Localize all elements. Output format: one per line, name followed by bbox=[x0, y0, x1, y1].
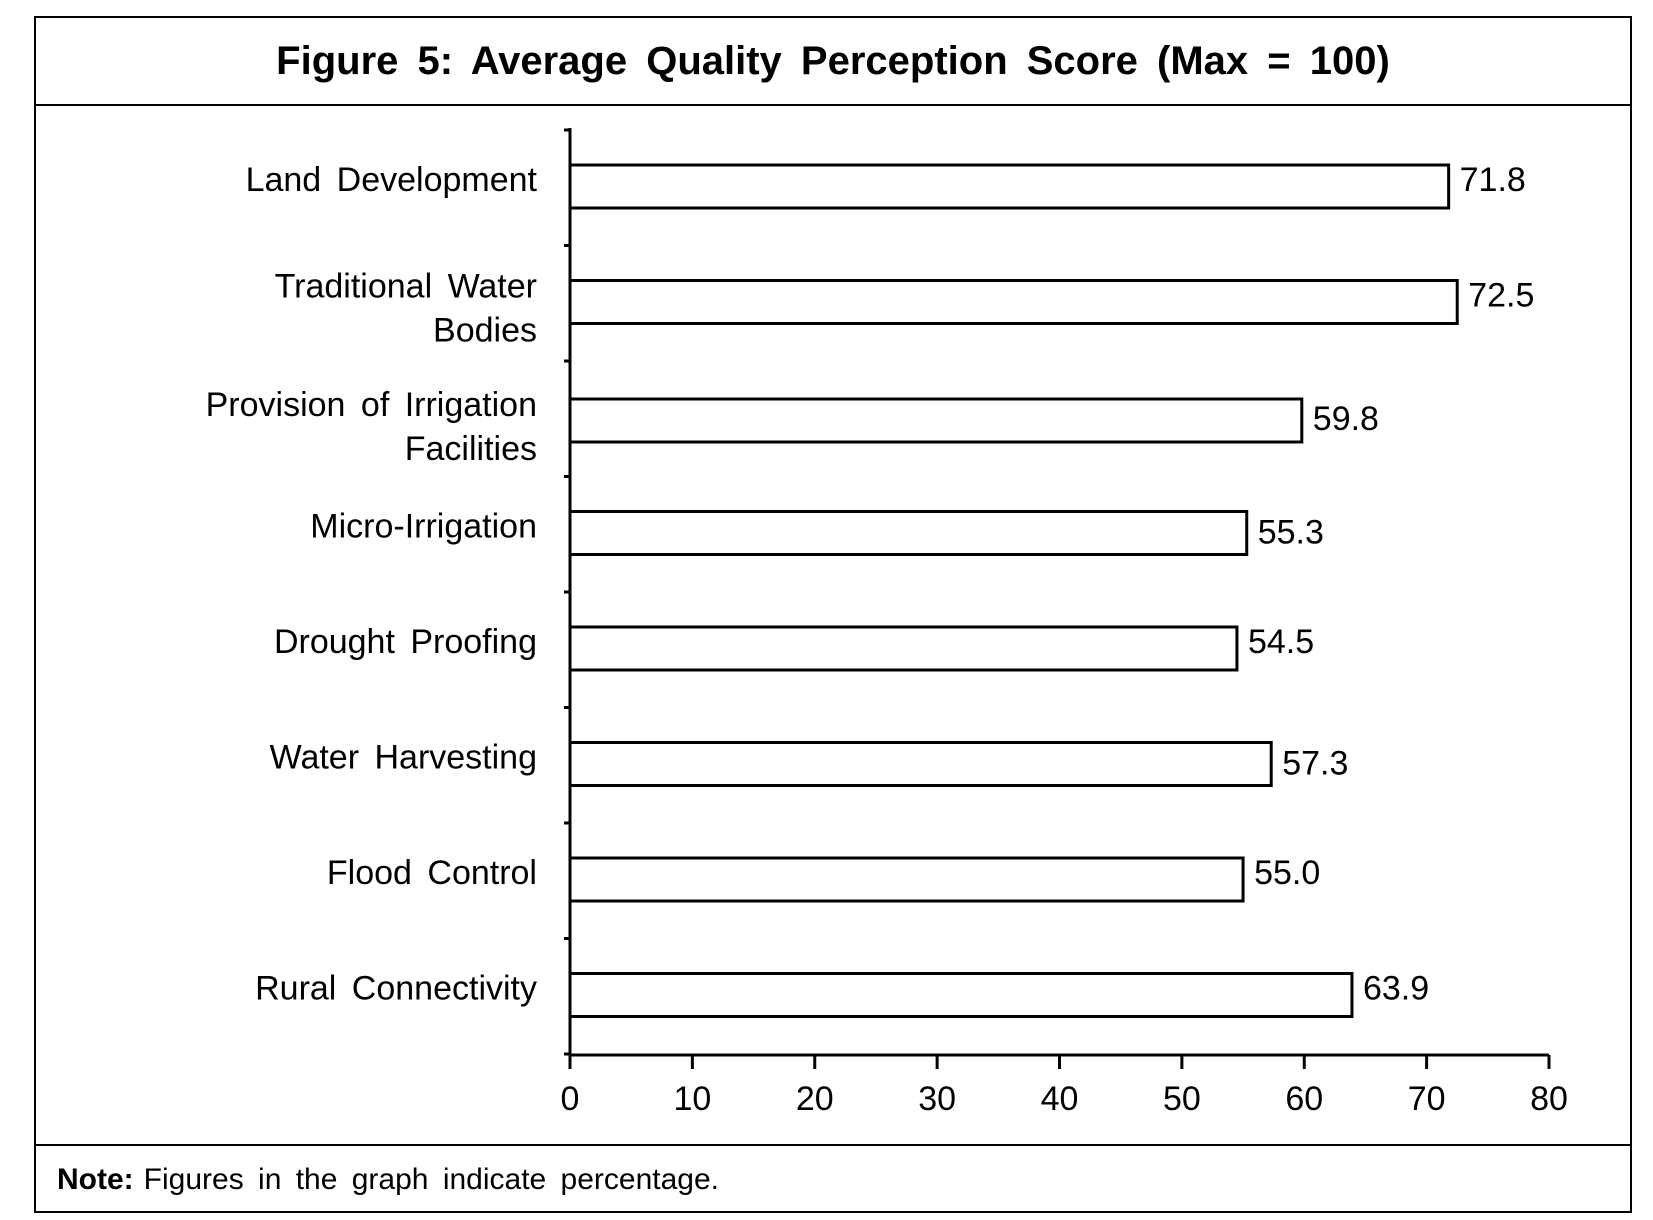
category-label: Traditional Water bbox=[275, 268, 537, 306]
bar bbox=[568, 972, 1354, 1018]
x-tick-label: 20 bbox=[796, 1080, 834, 1118]
category-label: Water Harvesting bbox=[270, 739, 537, 777]
x-tick-label: 10 bbox=[673, 1080, 711, 1118]
bar-value-label: 72.5 bbox=[1468, 277, 1534, 315]
bar bbox=[568, 856, 1245, 903]
bar-value-label: 71.8 bbox=[1460, 161, 1526, 199]
title-box: Figure 5: Average Quality Perception Sco… bbox=[36, 18, 1630, 106]
bar-value-label: 57.3 bbox=[1282, 745, 1348, 783]
x-tick-label: 80 bbox=[1530, 1080, 1568, 1118]
category-label: Land Development bbox=[246, 161, 538, 199]
bar-value-label: 55.0 bbox=[1254, 854, 1320, 892]
category-label: Provision of Irrigation bbox=[206, 386, 537, 424]
bars-group: 71.8 72.5 59.8 55.3 54.5 57.3 55.0 63.9 bbox=[568, 161, 1534, 1018]
figure-title: Figure 5: Average Quality Perception Sco… bbox=[276, 38, 1390, 83]
note-box: Note: Figures in the graph indicate perc… bbox=[36, 1144, 1630, 1213]
bar-value-label: 55.3 bbox=[1258, 514, 1324, 552]
bar bbox=[568, 279, 1459, 325]
axes-group: 0 10 20 30 40 50 60 70 80 Land Development Traditi… bbox=[206, 128, 1568, 1118]
category-label: Drought Proofing bbox=[274, 623, 537, 661]
x-tick-label: 50 bbox=[1163, 1080, 1201, 1118]
bar bbox=[568, 741, 1273, 787]
x-tick-label: 0 bbox=[561, 1080, 580, 1118]
bar-value-label: 63.9 bbox=[1363, 970, 1429, 1008]
category-label: Flood Control bbox=[327, 854, 537, 892]
bar bbox=[568, 397, 1304, 444]
x-tick-label: 60 bbox=[1285, 1080, 1323, 1118]
category-label: Bodies bbox=[433, 312, 537, 350]
figure-frame: Figure 5: Average Quality Perception Sco… bbox=[34, 16, 1632, 1213]
bar bbox=[568, 163, 1451, 210]
bar bbox=[568, 625, 1239, 672]
x-tick-label: 40 bbox=[1041, 1080, 1079, 1118]
bar-value-label: 59.8 bbox=[1313, 400, 1379, 438]
note-text: Figures in the graph indicate percentage… bbox=[143, 1162, 720, 1196]
x-tick-label: 30 bbox=[918, 1080, 956, 1118]
category-label: Rural Connectivity bbox=[255, 970, 537, 1008]
category-label: Facilities bbox=[405, 430, 537, 468]
note-label: Note: bbox=[57, 1162, 134, 1196]
x-tick-label: 70 bbox=[1408, 1080, 1446, 1118]
bar-value-label: 54.5 bbox=[1248, 623, 1314, 661]
category-label: Micro-Irrigation bbox=[310, 508, 537, 546]
bar bbox=[568, 510, 1249, 556]
